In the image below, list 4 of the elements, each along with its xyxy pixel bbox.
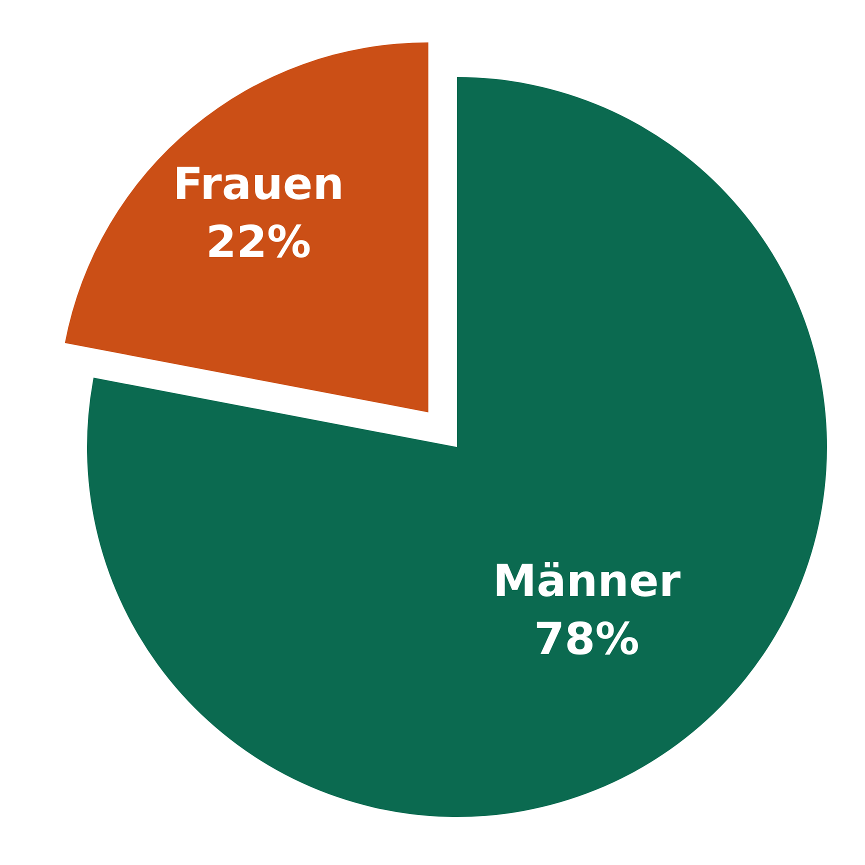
slice-label: Männer xyxy=(492,556,681,607)
slice-label: Frauen xyxy=(172,159,344,210)
data-label: 78% xyxy=(534,614,640,665)
data-label: 22% xyxy=(206,217,312,268)
